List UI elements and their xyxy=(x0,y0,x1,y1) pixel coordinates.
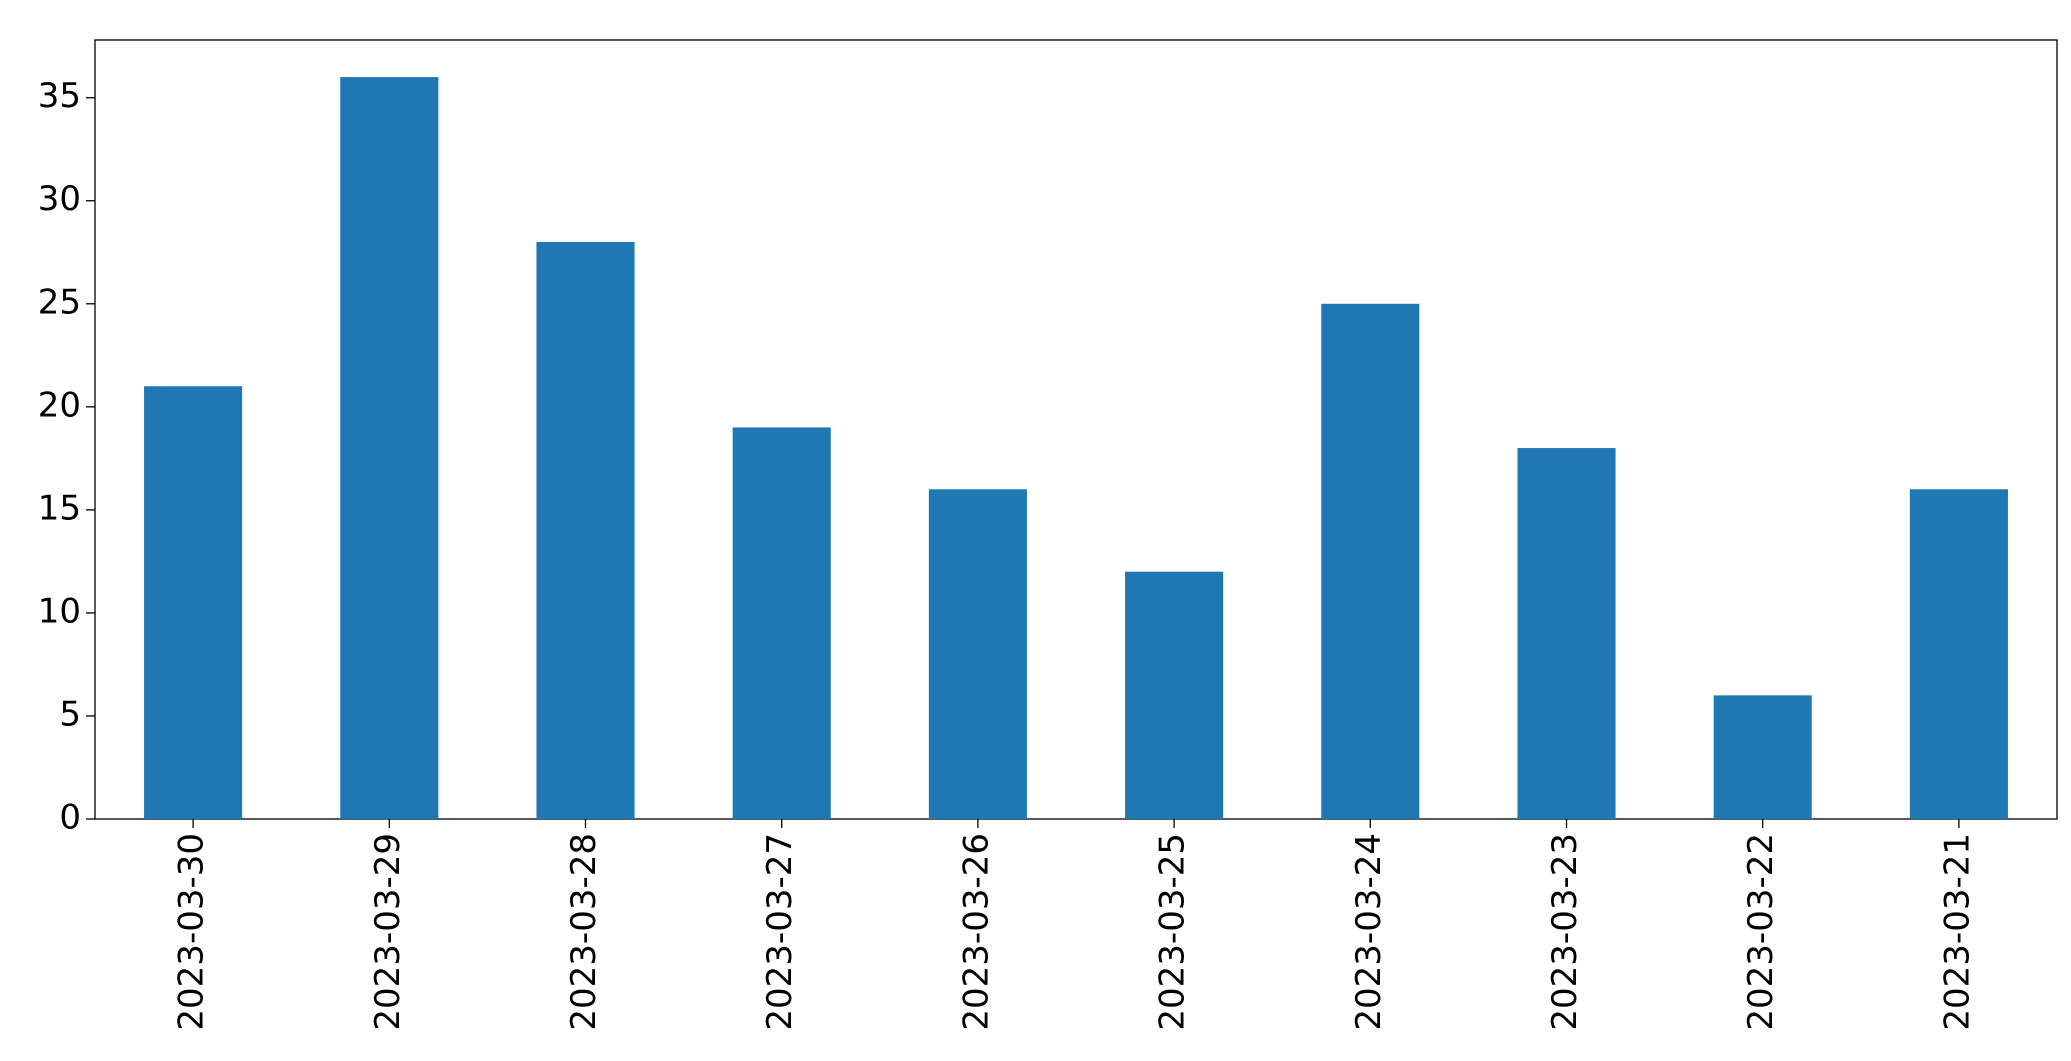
x-tick-label: 2023-03-24 xyxy=(1349,833,1389,1031)
y-tick-label: 10 xyxy=(38,591,81,631)
y-tick-label: 30 xyxy=(38,179,81,219)
y-tick-label: 25 xyxy=(38,282,81,322)
x-tick-label: 2023-03-27 xyxy=(760,833,800,1031)
bar xyxy=(1909,489,2008,819)
bar xyxy=(1321,303,1420,820)
x-tick-label: 2023-03-23 xyxy=(1545,833,1585,1031)
y-tick-label: 20 xyxy=(38,385,81,425)
x-tick-label: 2023-03-30 xyxy=(172,833,212,1031)
bar xyxy=(1713,695,1812,819)
bar xyxy=(536,241,635,820)
x-tick-label: 2023-03-29 xyxy=(368,833,408,1031)
bar xyxy=(340,77,439,820)
plot-frame xyxy=(94,39,2058,820)
y-tick-label: 5 xyxy=(59,694,81,734)
bar xyxy=(144,386,243,819)
bar xyxy=(1125,571,1224,819)
x-tick-label: 2023-03-28 xyxy=(564,833,604,1031)
bar xyxy=(732,427,831,819)
bar xyxy=(928,489,1027,819)
x-tick-label: 2023-03-26 xyxy=(956,833,996,1031)
bar xyxy=(1517,448,1616,819)
x-tick-label: 2023-03-21 xyxy=(1937,833,1977,1031)
y-tick-label: 35 xyxy=(38,76,81,116)
y-tick-label: 0 xyxy=(59,798,81,838)
y-tick-label: 15 xyxy=(38,488,81,528)
x-tick-label: 2023-03-22 xyxy=(1741,833,1781,1031)
x-tick-label: 2023-03-25 xyxy=(1153,833,1193,1031)
